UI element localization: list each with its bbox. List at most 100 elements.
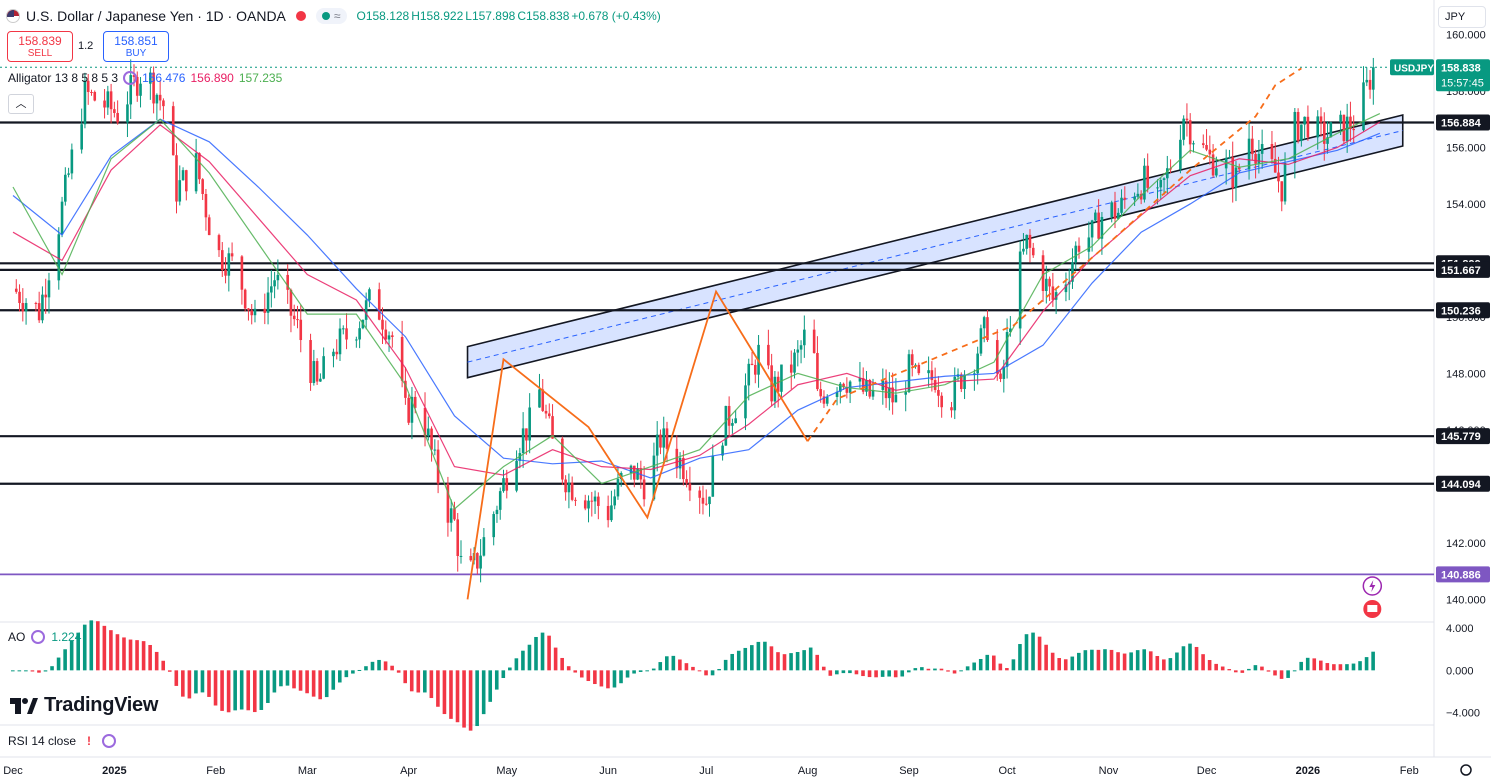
currency-selector[interactable]: JPY [1438,6,1486,28]
collapse-legend-button[interactable]: ︿ [8,94,34,114]
data-status-pill[interactable]: ≈ [315,8,347,24]
level-label-bg [1436,261,1490,278]
candle-body [413,396,417,408]
candle-body [387,335,391,340]
candle-body [799,345,803,350]
candle-body [819,389,822,397]
candle-body [1182,118,1185,140]
candle-body [789,364,793,373]
close-value: C158.838 [517,9,570,23]
ao-bar [861,670,865,677]
candle-body [1257,153,1261,164]
candle-body [1031,247,1035,256]
ao-bar [998,663,1003,671]
ao-bar [364,666,368,671]
time-axis[interactable]: Dec 2025 Feb Mar Apr May Jun Jul Aug Sep Oct Nov Dec… [3,764,1472,777]
candle-body [891,387,894,403]
ao-bar [906,670,911,673]
candle-body [1215,168,1218,176]
candle-body [364,300,368,320]
candle-body [289,289,293,316]
ao-bar [782,654,787,671]
candle-body [1159,179,1163,188]
rsi-settings-icon[interactable] [102,734,117,748]
horizontal-levels[interactable] [0,66,1434,576]
sell-price: 158.839 [18,34,62,48]
candle-body [263,308,267,313]
sell-button[interactable]: 158.839 SELL [7,31,73,62]
ao-bar [978,658,983,671]
ao-bar [579,670,584,678]
tradingview-logo[interactable]: TradingView [10,694,158,717]
ao-bar [697,670,702,672]
candle-body [391,335,394,337]
price-axis[interactable]: 160.000158.000156.000154.000152.000150.0… [1446,29,1486,719]
candle-body [1133,196,1136,200]
ao-bar [1181,646,1186,671]
ao-bar [1332,664,1336,671]
candle-body [1188,120,1192,145]
ao-settings-icon[interactable] [31,630,46,644]
candle-body [1316,116,1320,138]
indicator-settings-icon[interactable] [123,71,138,85]
level-label-bg [1436,114,1490,131]
ao-bar [1044,644,1048,671]
ao-bar [508,667,512,671]
rsi-legend[interactable]: RSI 14 close ! [8,734,117,748]
candle-body [708,496,711,505]
candle-body [126,104,129,123]
candle-body [410,396,414,423]
alligator-legend[interactable]: Alligator 13 8 5 8 5 3 156.476 156.890 1… [8,71,282,85]
candle-body [44,294,47,298]
candle-body [1306,116,1310,138]
ao-bar [1227,669,1232,671]
rising-channel[interactable] [466,113,1404,379]
ao-bar [1233,670,1238,673]
ao-histogram [11,620,1375,731]
ao-bar [553,647,558,671]
ao-bar [279,670,283,687]
price-tick-label: 154.000 [1446,199,1486,211]
level-label-bg [1436,302,1490,319]
candle-body [1022,248,1025,252]
ao-bar [167,670,172,672]
ao-legend[interactable]: AO 1.224 [8,630,81,644]
candle-body [64,174,67,202]
settings-gear-icon[interactable] [1460,764,1472,776]
price-tick-label: 148.000 [1446,368,1486,380]
ao-bar [233,670,237,711]
ao-bar [1135,650,1140,671]
ao-bar [1299,661,1303,671]
ao-bar [763,641,767,671]
ao-bar [30,670,35,672]
warning-icon[interactable]: ! [87,734,92,748]
ao-bar [1083,650,1088,671]
candle-body [1139,193,1143,200]
candle-body [953,376,957,411]
ao-bar [252,670,257,713]
time-tick-label: Apr [400,765,417,777]
candle-body [502,478,505,492]
candle-body [1005,332,1009,367]
candle-body [34,303,38,305]
candle-body [1123,197,1127,200]
candle-body [1143,165,1146,200]
ao-bar [645,670,649,672]
candle-body [358,328,361,340]
zigzag-pattern[interactable] [466,67,1302,600]
market-status-icon[interactable] [295,11,306,21]
ao-bar [246,670,251,711]
chart-badges[interactable] [1362,576,1383,618]
candle-body [685,479,688,484]
symbol-title[interactable]: U.S. Dollar / Japanese Yen · 1D · OANDA [26,8,286,24]
time-tick-label: Nov [1099,765,1119,777]
candle-body [1303,116,1306,125]
candle-body [345,328,348,340]
candle-body [338,328,342,355]
candle-body [407,397,410,423]
candle-body [1349,116,1352,130]
time-tick-label: Jul [699,765,713,777]
ao-bar [1024,634,1029,671]
buy-button[interactable]: 158.851 BUY [103,31,169,62]
